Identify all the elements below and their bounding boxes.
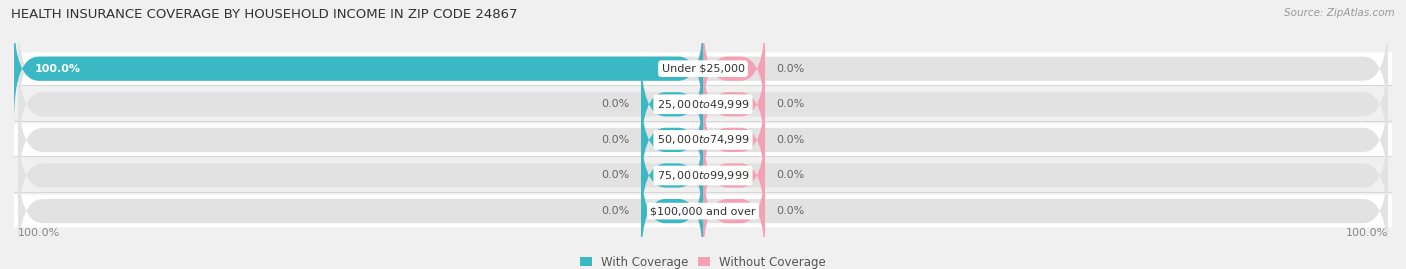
FancyBboxPatch shape: [14, 123, 1392, 156]
Text: 0.0%: 0.0%: [602, 135, 630, 145]
FancyBboxPatch shape: [18, 52, 1388, 156]
FancyBboxPatch shape: [703, 123, 765, 228]
Text: 0.0%: 0.0%: [776, 171, 804, 180]
FancyBboxPatch shape: [18, 88, 1388, 192]
Text: 0.0%: 0.0%: [602, 99, 630, 109]
Legend: With Coverage, Without Coverage: With Coverage, Without Coverage: [575, 251, 831, 269]
FancyBboxPatch shape: [14, 195, 1392, 228]
Text: $75,000 to $99,999: $75,000 to $99,999: [657, 169, 749, 182]
Text: 0.0%: 0.0%: [776, 135, 804, 145]
FancyBboxPatch shape: [641, 123, 703, 228]
FancyBboxPatch shape: [641, 88, 703, 192]
Text: Source: ZipAtlas.com: Source: ZipAtlas.com: [1284, 8, 1395, 18]
FancyBboxPatch shape: [18, 159, 1388, 263]
FancyBboxPatch shape: [18, 123, 1388, 228]
Text: 0.0%: 0.0%: [776, 64, 804, 74]
FancyBboxPatch shape: [703, 159, 765, 263]
FancyBboxPatch shape: [641, 159, 703, 263]
FancyBboxPatch shape: [703, 52, 765, 156]
Text: $25,000 to $49,999: $25,000 to $49,999: [657, 98, 749, 111]
Text: $100,000 and over: $100,000 and over: [650, 206, 756, 216]
Text: $50,000 to $74,999: $50,000 to $74,999: [657, 133, 749, 146]
FancyBboxPatch shape: [703, 17, 765, 121]
Text: 0.0%: 0.0%: [602, 206, 630, 216]
FancyBboxPatch shape: [14, 88, 1392, 121]
Text: 0.0%: 0.0%: [776, 99, 804, 109]
FancyBboxPatch shape: [18, 17, 1388, 121]
Text: 0.0%: 0.0%: [776, 206, 804, 216]
Text: 100.0%: 100.0%: [18, 228, 60, 238]
FancyBboxPatch shape: [14, 159, 1392, 192]
Text: Under $25,000: Under $25,000: [661, 64, 745, 74]
FancyBboxPatch shape: [703, 88, 765, 192]
Text: 100.0%: 100.0%: [35, 64, 80, 74]
FancyBboxPatch shape: [14, 52, 1392, 85]
Text: 100.0%: 100.0%: [1346, 228, 1388, 238]
FancyBboxPatch shape: [641, 52, 703, 156]
Text: 0.0%: 0.0%: [602, 171, 630, 180]
Text: HEALTH INSURANCE COVERAGE BY HOUSEHOLD INCOME IN ZIP CODE 24867: HEALTH INSURANCE COVERAGE BY HOUSEHOLD I…: [11, 8, 517, 21]
FancyBboxPatch shape: [14, 17, 703, 121]
